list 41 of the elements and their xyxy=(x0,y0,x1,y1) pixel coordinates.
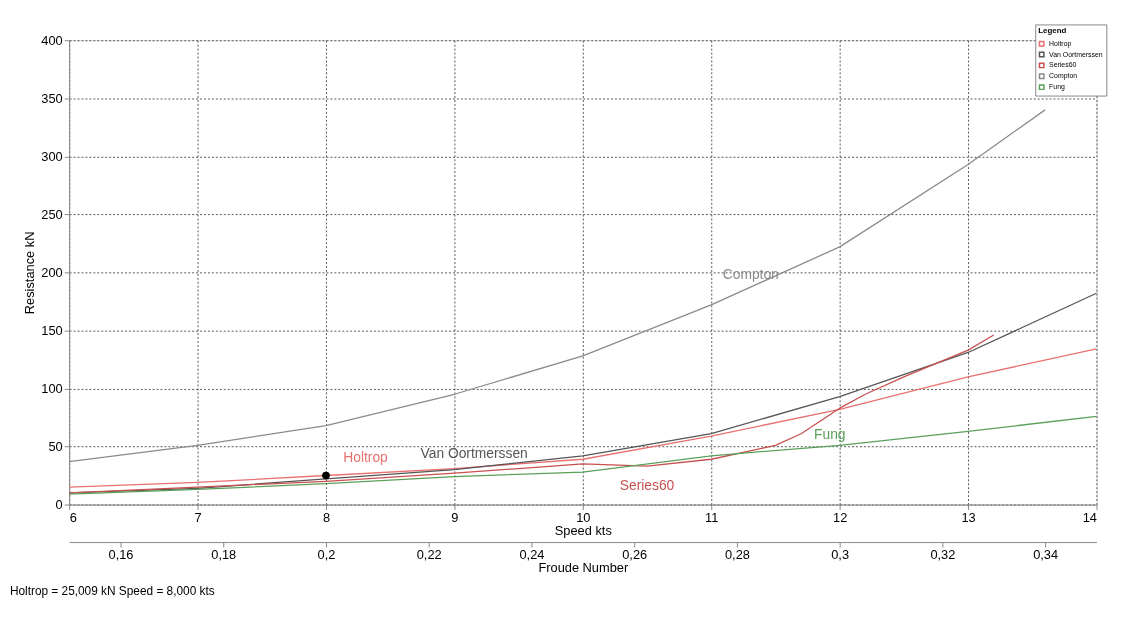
text: Van Oortmerssen xyxy=(420,444,528,461)
y-tick-label: 150 xyxy=(41,322,63,338)
x-tick-label: 8 xyxy=(322,509,331,525)
line-series xyxy=(68,348,1098,488)
y-tick-label: 0 xyxy=(55,496,63,512)
x-tick-label: 13 xyxy=(961,509,976,525)
x2-tick-label: 0,18 xyxy=(211,547,237,563)
y-tick-label: 200 xyxy=(41,264,63,280)
y-tick-label: 300 xyxy=(41,148,63,164)
text: Fung xyxy=(814,426,846,443)
line-series xyxy=(68,334,995,494)
y-tick-label: 100 xyxy=(41,380,63,396)
y-tick-label: 400 xyxy=(41,32,63,48)
text: Holtrop xyxy=(343,448,388,465)
y-tick-label: 50 xyxy=(48,438,63,454)
x-tick-label: 9 xyxy=(451,509,459,525)
y-tick-label: 350 xyxy=(41,90,63,106)
text: Compton xyxy=(722,266,779,283)
x2-tick-label: 0,32 xyxy=(930,547,956,563)
text: Series60 xyxy=(619,476,675,493)
x2-tick-label: 0,3 xyxy=(831,547,850,563)
x-tick-label: 12 xyxy=(833,509,848,525)
x-tick-label: 14 xyxy=(1082,509,1097,525)
x-tick-label: 7 xyxy=(194,509,202,525)
x-tick-label: 10 xyxy=(576,509,591,525)
x-axis-title: Speed kts xyxy=(554,522,612,538)
x2-tick-label: 0,28 xyxy=(724,547,750,563)
x2-tick-label: 0,2 xyxy=(317,547,336,563)
x2-tick-label: 0,16 xyxy=(108,547,134,563)
x-tick-label: 6 xyxy=(69,509,77,525)
x2-tick-label: 0,24 xyxy=(519,547,545,563)
x2-axis-title: Froude Number xyxy=(538,560,629,576)
x2-tick-label: 0,34 xyxy=(1033,547,1059,563)
legend-title: Legend xyxy=(1038,26,1067,36)
y-axis-title: Resistance kN xyxy=(22,231,38,315)
x2-tick-label: 0,22 xyxy=(416,547,442,563)
text: Holtrop = 25,009 kN Speed = 8,000 kts xyxy=(9,584,215,599)
y-tick-label: 250 xyxy=(41,206,63,222)
x-tick-label: 11 xyxy=(705,509,719,525)
line-series xyxy=(68,415,1098,495)
x2-tick-label: 0,26 xyxy=(622,547,648,563)
